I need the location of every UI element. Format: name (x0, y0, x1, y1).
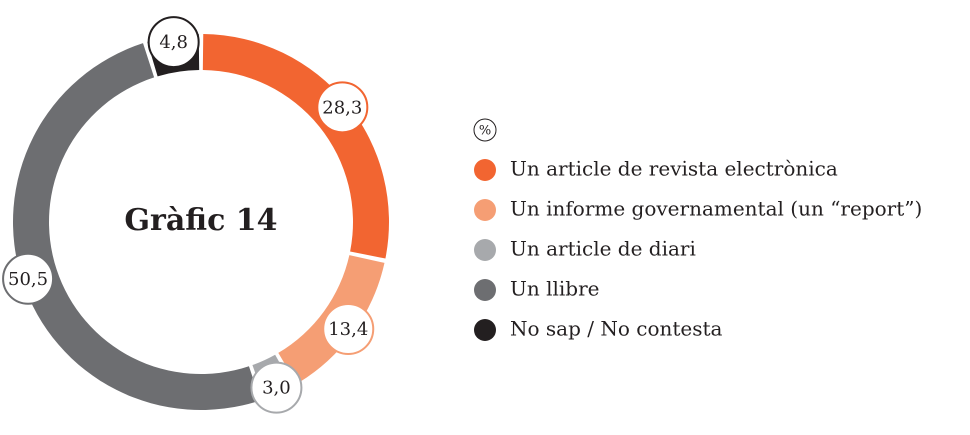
legend-swatch (474, 319, 496, 341)
unit-badge (473, 118, 497, 142)
legend-swatch (474, 199, 496, 221)
value-label: 4,8 (159, 32, 188, 53)
value-badge (316, 81, 369, 134)
legend-swatch (474, 279, 496, 301)
value-label: 50,5 (8, 269, 48, 290)
value-badge (322, 302, 375, 355)
legend-label: Un article de revista electrònica (510, 157, 838, 181)
value-badge (147, 16, 200, 69)
legend-label: Un llibre (510, 277, 599, 301)
value-badge (250, 361, 303, 414)
value-label: 13,4 (328, 319, 368, 340)
legend-swatch (474, 239, 496, 261)
chart-title: Gràfic 14 (124, 203, 277, 238)
legend-label: Un informe governamental (un “report”) (510, 197, 922, 221)
value-label: 28,3 (322, 97, 362, 118)
legend-swatch (474, 159, 496, 181)
value-label: 3,0 (262, 378, 291, 399)
value-badge (2, 252, 55, 305)
unit-label: % (479, 124, 491, 139)
donut-segment (12, 43, 261, 411)
donut-segment (202, 34, 389, 259)
legend-label: No sap / No contesta (510, 317, 723, 341)
legend-label: Un article de diari (510, 237, 696, 261)
